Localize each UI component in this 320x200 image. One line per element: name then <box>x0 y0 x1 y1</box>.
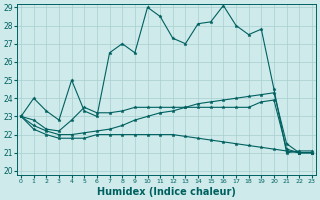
X-axis label: Humidex (Indice chaleur): Humidex (Indice chaleur) <box>97 187 236 197</box>
